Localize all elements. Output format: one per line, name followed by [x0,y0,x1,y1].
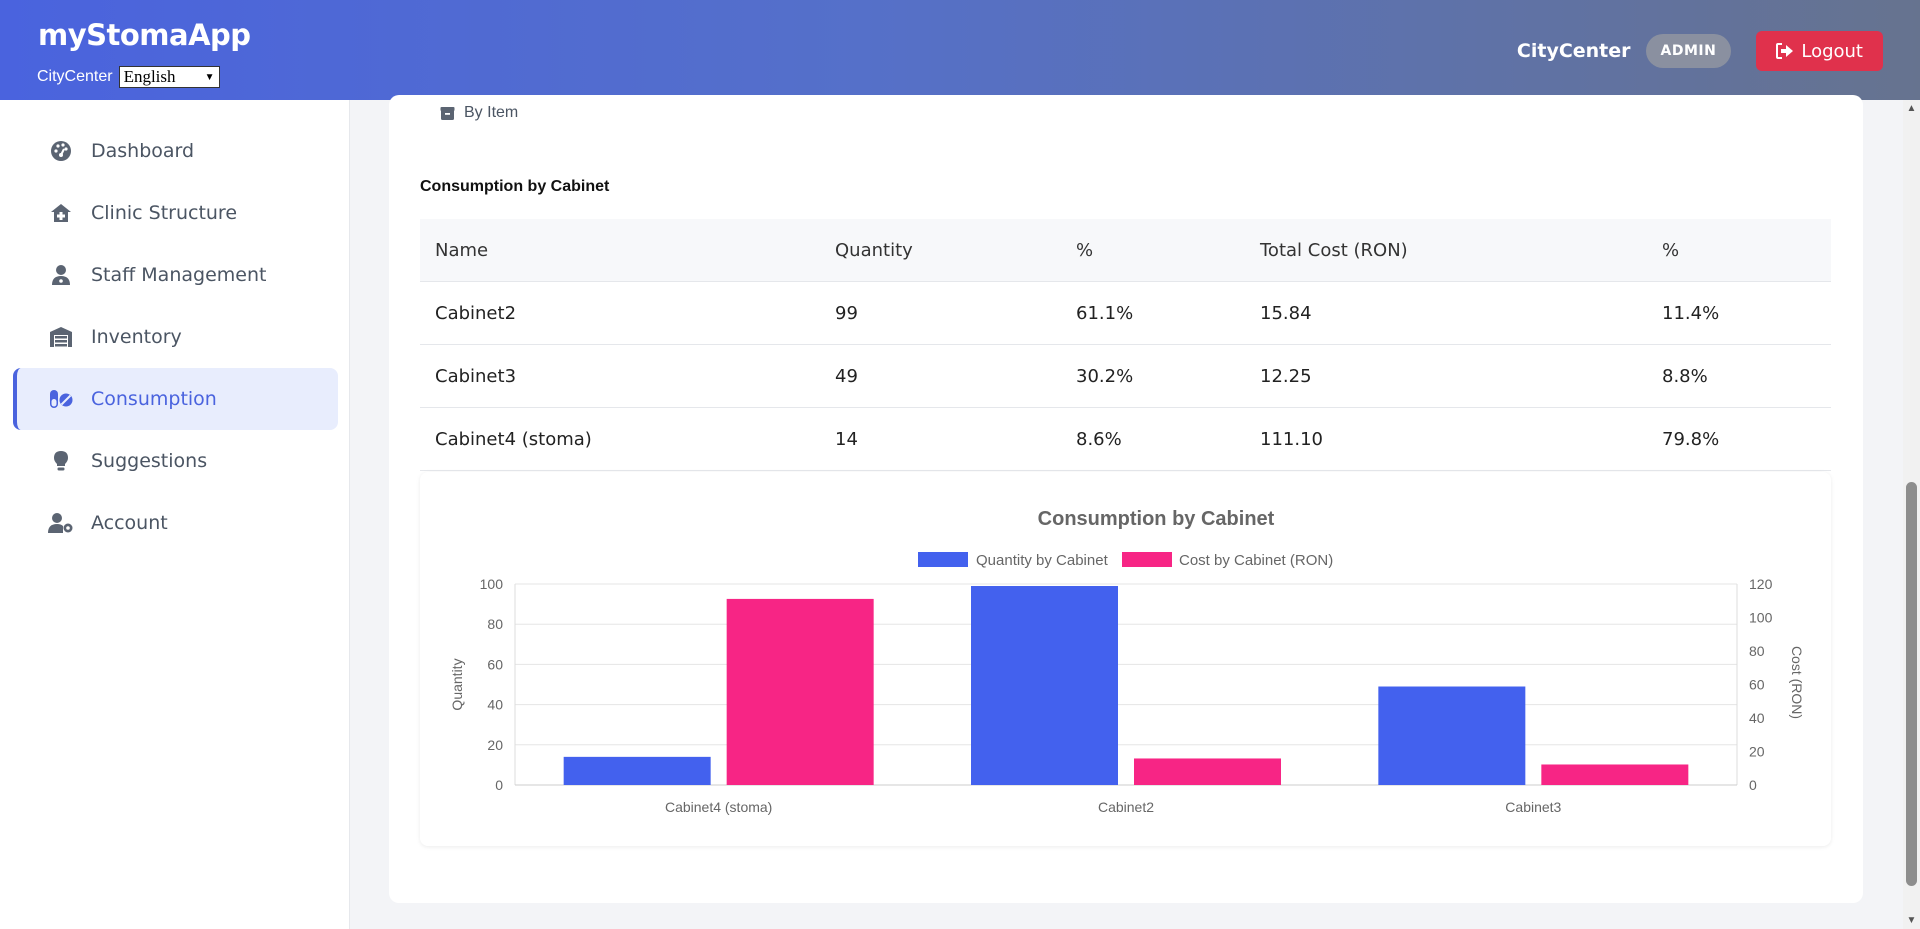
language-value: English [123,67,176,86]
y2-tick-label: 120 [1749,576,1773,592]
x-tick-label: Cabinet4 (stoma) [665,799,772,815]
role-badge: ADMIN [1645,34,1732,68]
current-clinic: CityCenter [1516,40,1631,62]
y2-tick-label: 100 [1749,610,1773,626]
sidebar-item-label: Staff Management [91,264,267,286]
cell-quantity-percent: 30.2% [1076,366,1134,387]
y-tick-label: 20 [487,737,503,753]
bar-quantity [1378,686,1526,785]
bar-cost [1134,758,1281,785]
cell-quantity: 99 [835,303,858,324]
by-item-label: By Item [464,104,519,121]
legend-swatch-cost [1122,552,1172,567]
legend-label-quantity: Quantity by Cabinet [976,552,1109,569]
user-gear-icon [48,510,74,536]
y2-tick-label: 0 [1749,777,1757,793]
table-row: Cabinet2 99 61.1% 15.84 11.4% [420,282,1831,345]
col-header-cost-percent[interactable]: % [1662,240,1680,261]
sidebar-item-label: Clinic Structure [91,202,238,224]
chevron-down-icon: ▼ [204,71,215,83]
cell-cost-percent: 8.8% [1662,366,1708,387]
cell-total-cost: 111.10 [1260,429,1323,450]
cabinet-consumption-table: Name Quantity % Total Cost (RON) % Cabin… [420,219,1831,471]
table-row: Cabinet4 (stoma) 14 8.6% 111.10 79.8% [420,408,1831,471]
scroll-thumb[interactable] [1906,482,1917,886]
col-header-total-cost[interactable]: Total Cost (RON) [1260,240,1408,261]
legend-label-cost: Cost by Cabinet (RON) [1179,552,1333,569]
cell-name: Cabinet2 [435,303,517,324]
x-tick-label: Cabinet3 [1505,799,1561,815]
y-tick-label: 100 [480,576,504,592]
sidebar-item-label: Suggestions [91,450,208,472]
y2-tick-label: 40 [1749,710,1765,726]
col-header-quantity-percent[interactable]: % [1076,240,1094,261]
y2-tick-label: 80 [1749,643,1765,659]
bar-cost [726,598,874,785]
page-scrollbar[interactable]: ▲ ▼ [1903,100,1920,929]
user-doctor-icon [48,262,74,288]
clinic-language-row: CityCenter English ▼ [37,66,220,88]
y-axis-title: Quantity [449,658,465,710]
table-header-row: Name Quantity % Total Cost (RON) % [420,219,1831,282]
sidebar-item-label: Dashboard [91,140,195,162]
sign-out-icon [1776,43,1794,59]
cell-total-cost: 15.84 [1260,303,1312,324]
x-tick-label: Cabinet2 [1098,799,1154,815]
sidebar-item-suggestions[interactable]: Suggestions [13,430,338,492]
clinic-house-plus-icon [48,200,74,226]
by-item-tab[interactable]: By Item [440,104,518,122]
sidebar-item-clinic-structure[interactable]: Clinic Structure [13,182,338,244]
sidebar-item-account[interactable]: Account [13,492,338,554]
y2-tick-label: 20 [1749,744,1765,760]
sidebar: Dashboard Clinic Structure Staff Managem… [0,100,350,929]
cell-quantity: 49 [835,366,858,387]
sidebar-item-label: Inventory [91,326,182,348]
legend-swatch-quantity [918,552,968,567]
bar-quantity [563,756,711,785]
scroll-down-arrow-icon[interactable]: ▼ [1906,915,1917,926]
y-tick-label: 80 [487,616,503,632]
y-tick-label: 0 [495,777,503,793]
col-header-quantity[interactable]: Quantity [835,240,913,261]
section-title: Consumption by Cabinet [420,178,610,195]
cell-name: Cabinet3 [435,366,517,387]
logout-label: Logout [1801,40,1863,62]
cell-cost-percent: 11.4% [1662,303,1720,324]
lightbulb-icon [48,448,74,474]
y2-tick-label: 60 [1749,677,1765,693]
sidebar-item-label: Account [91,512,168,534]
col-header-name[interactable]: Name [435,240,489,261]
cell-quantity-percent: 8.6% [1076,429,1122,450]
sidebar-item-dashboard[interactable]: Dashboard [13,120,338,182]
chart-title: Consumption by Cabinet [1038,508,1275,530]
header-right: CityCenter ADMIN Logout [1517,31,1883,71]
cell-quantity-percent: 61.1% [1076,303,1134,324]
chart-card: Consumption by Cabinet Quantity by Cabine… [420,472,1831,846]
language-select[interactable]: English ▼ [118,66,220,88]
cell-quantity: 14 [835,429,858,450]
logout-button[interactable]: Logout [1756,31,1883,71]
pills-icon [48,386,74,412]
box-icon [440,106,455,120]
y-tick-label: 60 [487,656,503,672]
clinic-name-small: CityCenter [37,68,113,85]
cell-cost-percent: 79.8% [1662,429,1720,450]
y2-axis-title: Cost (RON) [1789,646,1805,719]
top-header: myStomaApp CityCenter English ▼ CityCent… [0,0,1920,100]
app-brand[interactable]: myStomaApp [38,18,251,52]
dashboard-gauge-icon [48,138,74,164]
cell-total-cost: 12.25 [1260,366,1312,387]
consumption-by-cabinet-chart: Consumption by Cabinet Quantity by Cabine… [449,508,1805,815]
y-tick-label: 40 [487,697,503,713]
cell-name: Cabinet4 (stoma) [435,429,592,450]
sidebar-item-staff-management[interactable]: Staff Management [13,244,338,306]
warehouse-icon [48,324,74,350]
sidebar-item-consumption[interactable]: Consumption [13,368,338,430]
sidebar-item-inventory[interactable]: Inventory [13,306,338,368]
scroll-up-arrow-icon[interactable]: ▲ [1906,103,1917,114]
bar-quantity [971,586,1118,785]
sidebar-item-label: Consumption [91,388,217,410]
table-row: Cabinet3 49 30.2% 12.25 8.8% [420,345,1831,408]
bar-cost [1541,764,1689,785]
